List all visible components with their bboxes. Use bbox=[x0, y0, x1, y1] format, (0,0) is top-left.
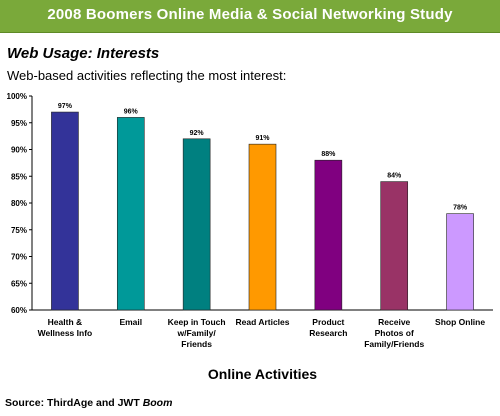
y-tick-label: 95% bbox=[11, 119, 27, 128]
category-label-line: Keep in Touch bbox=[168, 317, 226, 327]
y-tick-label: 100% bbox=[7, 92, 27, 101]
source-note: Source: ThirdAge and JWT Boom bbox=[5, 397, 172, 409]
category-label: Product Research bbox=[309, 317, 347, 338]
bar bbox=[248, 143, 277, 311]
bar bbox=[116, 117, 145, 311]
bar bbox=[314, 159, 343, 311]
category-label-line: Friends bbox=[181, 339, 212, 349]
category-label: Email bbox=[119, 317, 142, 327]
header-banner: 2008 Boomers Online Media & Social Netwo… bbox=[0, 0, 500, 33]
study-title: 2008 Boomers Online Media & Social Netwo… bbox=[47, 6, 453, 23]
y-tick-label: 85% bbox=[11, 172, 27, 181]
bar-value-label: 78% bbox=[453, 205, 468, 212]
chart-subtitle: Web-based activities reflecting the most… bbox=[7, 68, 287, 83]
bar bbox=[380, 181, 409, 311]
category-label-line: Health & bbox=[48, 317, 82, 327]
x-axis-title: Online Activities bbox=[208, 366, 317, 382]
bar-value-label: 92% bbox=[190, 130, 205, 137]
y-tick-label: 75% bbox=[11, 226, 27, 235]
category-label: Read Articles bbox=[235, 317, 289, 327]
category-label-line: w/Family/ bbox=[177, 328, 217, 338]
category-label-line: Receive bbox=[378, 317, 410, 327]
y-tick-label: 70% bbox=[11, 253, 27, 262]
category-label: Keep in Touch w/Family/Friends bbox=[168, 317, 226, 349]
bar-value-label: 84% bbox=[387, 173, 402, 180]
category-label: Shop Online bbox=[435, 317, 485, 327]
category-label-line: Research bbox=[309, 328, 347, 338]
category-label-line: Family/Friends bbox=[364, 339, 424, 349]
bar-value-label: 91% bbox=[255, 135, 270, 142]
source-publication: Boom bbox=[142, 397, 173, 409]
y-tick-label: 60% bbox=[11, 306, 27, 315]
source-text: Source: ThirdAge and JWT bbox=[5, 397, 143, 409]
category-label-line: Product bbox=[312, 317, 344, 327]
category-label-line: Photos of bbox=[375, 328, 414, 338]
bar-series bbox=[51, 111, 474, 311]
y-tick-label: 65% bbox=[11, 279, 27, 288]
category-label-line: Read Articles bbox=[235, 317, 289, 327]
bar bbox=[446, 213, 474, 311]
category-label-line: Shop Online bbox=[435, 317, 485, 327]
category-label: Health & Wellness Info bbox=[38, 317, 93, 338]
category-label: Receive Photos of Family/Friends bbox=[364, 317, 424, 349]
chart-axes: 60% 65% 70% 75% 80% 85% 90% 95% 100% bbox=[7, 92, 493, 315]
bar-value-label: 96% bbox=[124, 108, 139, 115]
category-label-line: Wellness Info bbox=[38, 328, 93, 338]
category-label-line: Email bbox=[119, 317, 142, 327]
bar-value-label: 97% bbox=[58, 103, 73, 110]
y-tick-label: 90% bbox=[11, 146, 27, 155]
bar bbox=[51, 111, 79, 311]
section-title: Web Usage: Interests bbox=[7, 45, 160, 62]
bar bbox=[182, 138, 211, 311]
category-labels: Health & Wellness Info Email Keep in Touch w… bbox=[38, 317, 486, 349]
data-labels: 97% 96% 92% 91% 88% 84% 78% bbox=[58, 103, 468, 212]
y-tick-label: 80% bbox=[11, 199, 27, 208]
bar-value-label: 88% bbox=[321, 151, 336, 158]
bar-chart: 60% 65% 70% 75% 80% 85% 90% 95% 100% 97% 96% 92% 91… bbox=[7, 92, 493, 382]
